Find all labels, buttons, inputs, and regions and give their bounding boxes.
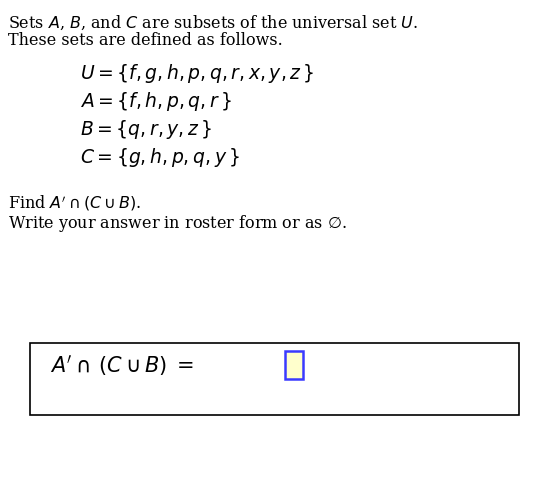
Text: $A'\cap\,(C\cup B)\;=$: $A'\cap\,(C\cup B)\;=$ [50, 353, 194, 378]
Text: These sets are defined as follows.: These sets are defined as follows. [8, 32, 283, 49]
Text: $B=\{q,r,y,z\,\}$: $B=\{q,r,y,z\,\}$ [80, 118, 212, 141]
Bar [30, 343, 519, 415]
Text: Sets $\mathit{A}$, $\mathit{B}$, and $\mathit{C}$ are subsets of the universal s: Sets $\mathit{A}$, $\mathit{B}$, and $\m… [8, 14, 418, 32]
Text: Write your answer in roster form or as $\varnothing$.: Write your answer in roster form or as $… [8, 213, 347, 234]
Bar [285, 351, 303, 379]
Text: Find $\mathit{A}'\cap(C\cup B)$.: Find $\mathit{A}'\cap(C\cup B)$. [8, 194, 142, 213]
Text: $A=\{f,h,p,q,r\,\}$: $A=\{f,h,p,q,r\,\}$ [80, 90, 232, 113]
Text: $C=\{g,h,p,q,y\,\}$: $C=\{g,h,p,q,y\,\}$ [80, 146, 240, 169]
Text: $U=\{f,g,h,p,q,r,x,y,z\,\}$: $U=\{f,g,h,p,q,r,x,y,z\,\}$ [80, 62, 314, 85]
